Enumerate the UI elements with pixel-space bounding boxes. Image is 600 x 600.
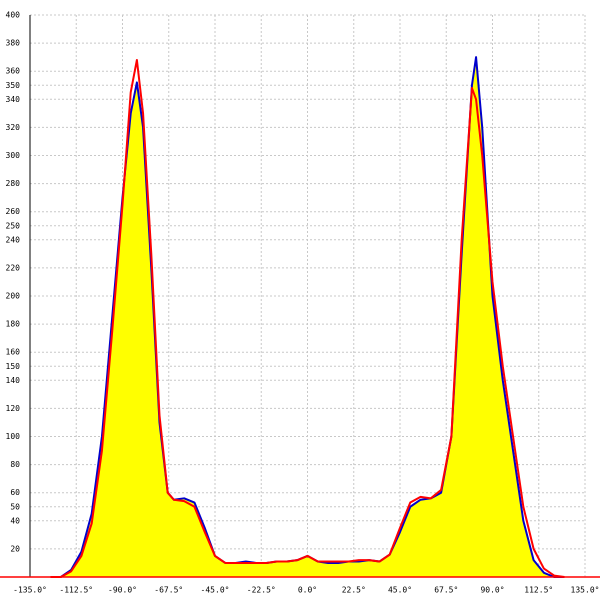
y-tick-label: 300 xyxy=(6,151,21,160)
y-tick-label: 380 xyxy=(6,39,21,48)
y-tick-label: 120 xyxy=(6,404,21,413)
series-line xyxy=(50,58,565,578)
y-tick-label: 220 xyxy=(6,263,21,272)
x-tick-label: 0.0° xyxy=(298,586,317,595)
x-tick-label: 45.0° xyxy=(388,586,412,595)
x-tick-label: -112.5° xyxy=(59,586,93,595)
y-tick-label: 180 xyxy=(6,320,21,329)
x-tick-label: -135.0° xyxy=(13,586,47,595)
y-tick-label: 250 xyxy=(6,221,21,230)
x-tick-label: -67.5° xyxy=(154,586,183,595)
y-tick-label: 160 xyxy=(6,348,21,357)
y-tick-label: 80 xyxy=(10,460,20,469)
y-tick-label: 200 xyxy=(6,292,21,301)
y-tick-label: 240 xyxy=(6,235,21,244)
y-tick-label: 350 xyxy=(6,81,21,90)
x-tick-label: 22.5° xyxy=(342,586,366,595)
y-tick-label: 40 xyxy=(10,516,20,525)
y-tick-label: 260 xyxy=(6,207,21,216)
x-tick-label: -45.0° xyxy=(201,586,230,595)
x-tick-label: 135.0° xyxy=(571,586,600,595)
x-tick-label: 90.0° xyxy=(480,586,504,595)
y-tick-label: 360 xyxy=(6,67,21,76)
y-tick-label: 320 xyxy=(6,123,21,132)
y-tick-label: 280 xyxy=(6,179,21,188)
y-tick-label: 150 xyxy=(6,362,21,371)
y-tick-label: 340 xyxy=(6,95,21,104)
x-tick-label: -90.0° xyxy=(108,586,137,595)
x-tick-label: 112.5° xyxy=(524,586,553,595)
y-tick-label: 50 xyxy=(10,502,20,511)
x-tick-label: -22.5° xyxy=(247,586,276,595)
y-tick-label: 100 xyxy=(6,432,21,441)
y-tick-label: 60 xyxy=(10,488,20,497)
y-tick-label: 20 xyxy=(10,544,20,553)
y-tick-label: 400 xyxy=(6,11,21,20)
y-tick-label: 140 xyxy=(6,376,21,385)
x-tick-label: 67.5° xyxy=(434,586,458,595)
